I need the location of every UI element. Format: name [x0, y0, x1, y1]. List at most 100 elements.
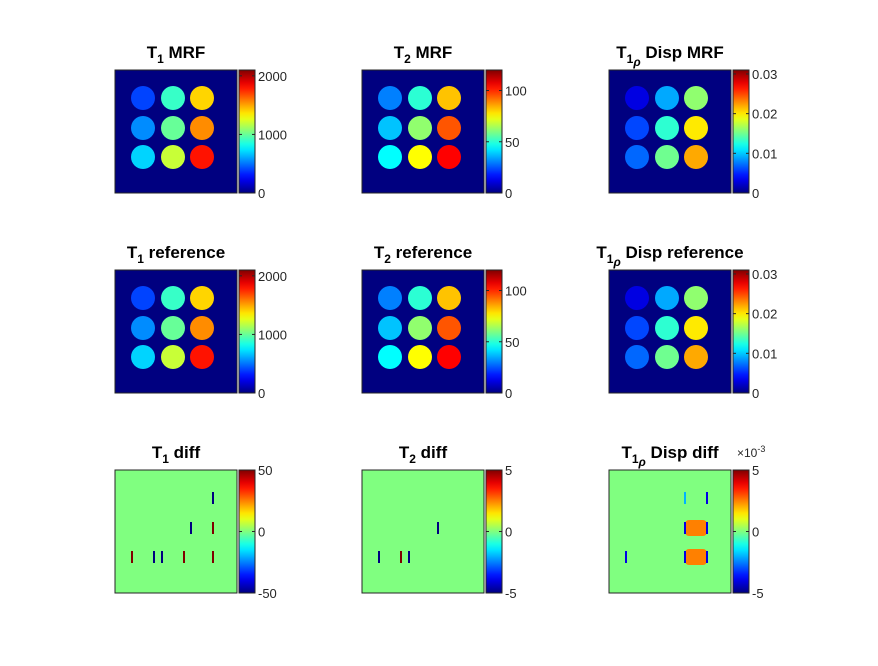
diff-edge-artifact — [212, 492, 214, 504]
panel-title: T2 diff — [399, 443, 448, 466]
colorbar-tick-label: 0 — [752, 186, 759, 201]
phantom-dot-r3c3 — [190, 345, 214, 369]
colorbar — [733, 470, 749, 593]
heatmap-panel-8: T2 diff -5 0 5 — [361, 443, 517, 601]
title-subscript: 2 — [409, 452, 416, 466]
phantom-dot-r1c3 — [437, 286, 461, 310]
phantom-dot-r3c1 — [625, 145, 649, 169]
colorbar — [239, 470, 255, 593]
phantom-dot-r2c2 — [161, 116, 185, 140]
title-rest: Disp diff — [646, 443, 719, 462]
title-main: T — [399, 443, 410, 462]
phantom-dot-r2c2 — [655, 116, 679, 140]
colorbar — [239, 70, 255, 193]
colorbar-frame — [485, 269, 503, 394]
phantom-dot-r1c2 — [161, 286, 185, 310]
phantom-dot-r1c2 — [408, 286, 432, 310]
phantom-dot-r1c1 — [131, 286, 155, 310]
heatmap-panel-3: T1ρ Disp MRF 0 0.01 0.02 0.03 — [608, 43, 777, 201]
colorbar-tick-label: 50 — [258, 463, 272, 478]
panel-title: T2 reference — [374, 243, 472, 266]
panel-title: T1 reference — [127, 243, 225, 266]
diff-edge-artifact — [684, 522, 686, 534]
title-rest: reference — [144, 243, 225, 262]
diff-edge-artifact — [183, 551, 185, 563]
title-subscript: 1 — [157, 52, 164, 66]
diff-edge-artifact — [437, 522, 439, 534]
colorbar-frame — [238, 269, 256, 394]
phantom-dot-r2c3 — [684, 316, 708, 340]
diff-edge-artifact — [190, 522, 192, 534]
diff-blob-r2c3 — [685, 520, 707, 536]
heatmap-panel-1: T1 MRF 0 1000 2000 — [114, 43, 287, 201]
phantom-dot-r3c2 — [161, 345, 185, 369]
phantom-dot-r3c3 — [684, 345, 708, 369]
colorbar — [486, 270, 502, 393]
phantom-dot-r3c1 — [131, 345, 155, 369]
title-main: T — [596, 243, 607, 262]
phantom-dot-r3c3 — [437, 145, 461, 169]
phantom-dot-r1c2 — [161, 86, 185, 110]
title-subscript: 1 — [162, 452, 169, 466]
title-subscript: 1 — [607, 252, 614, 266]
colorbar-tick-label: 0.01 — [752, 346, 777, 361]
phantom-dot-r2c1 — [131, 116, 155, 140]
colorbar-tick-label: 50 — [505, 335, 519, 350]
title-main: T — [152, 443, 163, 462]
colorbar-tick-label: -5 — [752, 586, 764, 601]
map-background — [608, 469, 732, 594]
panel-title: T2 MRF — [394, 43, 453, 66]
phantom-dot-r1c1 — [625, 286, 649, 310]
phantom-dot-r3c1 — [131, 145, 155, 169]
diff-edge-artifact — [378, 551, 380, 563]
colorbar-tick-label: 0.03 — [752, 267, 777, 282]
colorbar-frame — [732, 269, 750, 394]
diff-edge-artifact — [131, 551, 133, 563]
heatmap-panel-2: T2 MRF 0 50 100 — [361, 43, 527, 201]
diff-blob-r3c3 — [685, 549, 707, 565]
colorbar-tick-label: -50 — [258, 586, 277, 601]
title-subscript: 1 — [137, 252, 144, 266]
heatmap-panel-4: T1 reference 0 1000 2000 — [114, 243, 287, 401]
colorbar-tick-label: 1000 — [258, 127, 287, 142]
colorbar-tick-label: 100 — [505, 84, 527, 99]
phantom-dot-r2c1 — [378, 116, 402, 140]
phantom-dot-r3c2 — [408, 145, 432, 169]
colorbar-tick-label: 0 — [505, 525, 512, 540]
phantom-dot-r1c1 — [131, 86, 155, 110]
colorbar — [733, 70, 749, 193]
colorbar-frame — [485, 69, 503, 194]
phantom-dot-r2c3 — [684, 116, 708, 140]
colorbar-tick-label: 0 — [752, 386, 759, 401]
colorbar-tick-label: 5 — [752, 463, 759, 478]
heatmap-panel-7: T1 diff -50 0 50 — [114, 443, 277, 601]
phantom-dot-r2c3 — [437, 116, 461, 140]
title-greek: ρ — [638, 455, 646, 469]
title-main: T — [147, 43, 158, 62]
colorbar — [486, 70, 502, 193]
title-rest: Disp reference — [621, 243, 744, 262]
panel-title: T1 MRF — [147, 43, 206, 66]
diff-edge-artifact — [684, 551, 686, 563]
map-background — [361, 469, 485, 594]
diff-edge-artifact — [706, 522, 708, 534]
phantom-dot-r2c1 — [625, 116, 649, 140]
phantom-dot-r1c3 — [190, 286, 214, 310]
title-rest: Disp MRF — [641, 43, 724, 62]
colorbar-tick-label: 50 — [505, 135, 519, 150]
colorbar-tick-label: 0 — [752, 525, 759, 540]
phantom-dot-r3c2 — [655, 145, 679, 169]
title-rest: diff — [416, 443, 447, 462]
phantom-dot-r3c2 — [408, 345, 432, 369]
title-subscript: 2 — [404, 52, 411, 66]
colorbar-tick-label: 2000 — [258, 269, 287, 284]
phantom-dot-r2c2 — [655, 316, 679, 340]
diff-edge-artifact — [161, 551, 163, 563]
phantom-dot-r2c1 — [625, 316, 649, 340]
diff-edge-artifact — [706, 492, 708, 504]
colorbar-frame — [732, 69, 750, 194]
colorbar-tick-label: 0.02 — [752, 307, 777, 322]
phantom-dot-r3c3 — [190, 145, 214, 169]
phantom-dot-r2c3 — [190, 116, 214, 140]
